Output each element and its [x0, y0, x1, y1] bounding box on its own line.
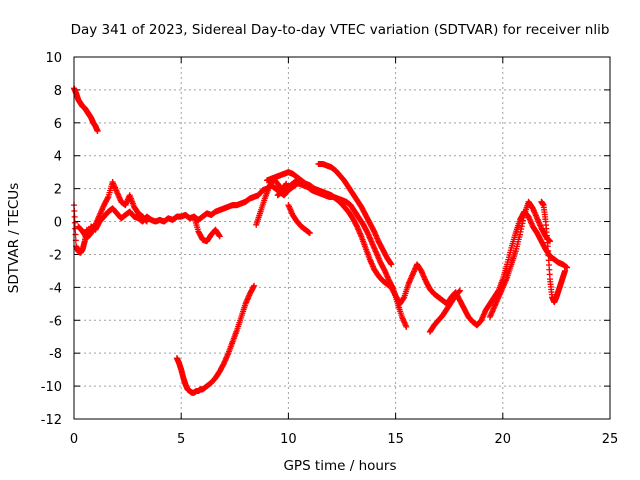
y-tick-label: 6 — [54, 117, 62, 132]
data-point — [94, 128, 101, 135]
x-tick-label: 15 — [387, 432, 404, 447]
x-tick-label: 25 — [602, 432, 619, 447]
y-tick-label: -8 — [49, 347, 62, 362]
data-layer — [71, 85, 571, 396]
y-axis-label: SDTVAR / TECUs — [6, 183, 22, 293]
x-tick-label: 20 — [495, 432, 512, 447]
series-track-d — [75, 179, 150, 241]
data-point — [561, 267, 568, 274]
y-tick-label: -6 — [49, 314, 62, 329]
series-track-l — [486, 198, 553, 320]
series-track-k — [426, 287, 463, 335]
data-point — [216, 233, 223, 240]
series-track-e — [191, 213, 223, 245]
series-track-a — [71, 85, 101, 135]
x-axis-label: GPS time / hours — [283, 458, 396, 474]
y-tick-label: -12 — [41, 413, 62, 428]
chart-title: Day 341 of 2023, Sidereal Day-to-day VTE… — [71, 22, 610, 38]
x-tick-label: 10 — [280, 432, 297, 447]
y-tick-label: -10 — [41, 380, 62, 395]
data-point — [306, 230, 313, 237]
data-point — [72, 231, 79, 238]
series-track-f — [253, 175, 290, 228]
series-track-m — [538, 198, 568, 306]
x-tick-label: 5 — [177, 432, 185, 447]
x-tick-label: 0 — [70, 432, 78, 447]
y-tick-label: 0 — [54, 216, 62, 231]
series-track-h — [315, 160, 395, 268]
y-tick-label: 10 — [45, 51, 62, 66]
series-track-b — [173, 282, 258, 396]
y-tick-label: -4 — [49, 281, 62, 296]
tick-layer: 0 5 10 15 20 25 -12 -10 -8 -6 -4 -2 0 2 4 6 8 10 — [41, 51, 619, 447]
grid-layer — [74, 57, 610, 419]
data-point — [143, 218, 150, 225]
data-point — [251, 282, 258, 289]
series-track-j — [285, 202, 313, 237]
data-point — [564, 264, 571, 271]
data-point — [388, 261, 395, 268]
y-tick-label: 2 — [54, 183, 62, 198]
data-point — [456, 287, 463, 294]
data-point — [71, 219, 78, 226]
y-tick-label: 8 — [54, 84, 62, 99]
data-point — [71, 213, 78, 220]
series-track-i — [274, 179, 410, 330]
y-tick-label: 4 — [54, 150, 62, 165]
series-track-g — [263, 169, 571, 329]
data-point — [403, 323, 410, 330]
y-tick-label: -2 — [49, 248, 62, 263]
plot-frame — [73, 56, 611, 420]
